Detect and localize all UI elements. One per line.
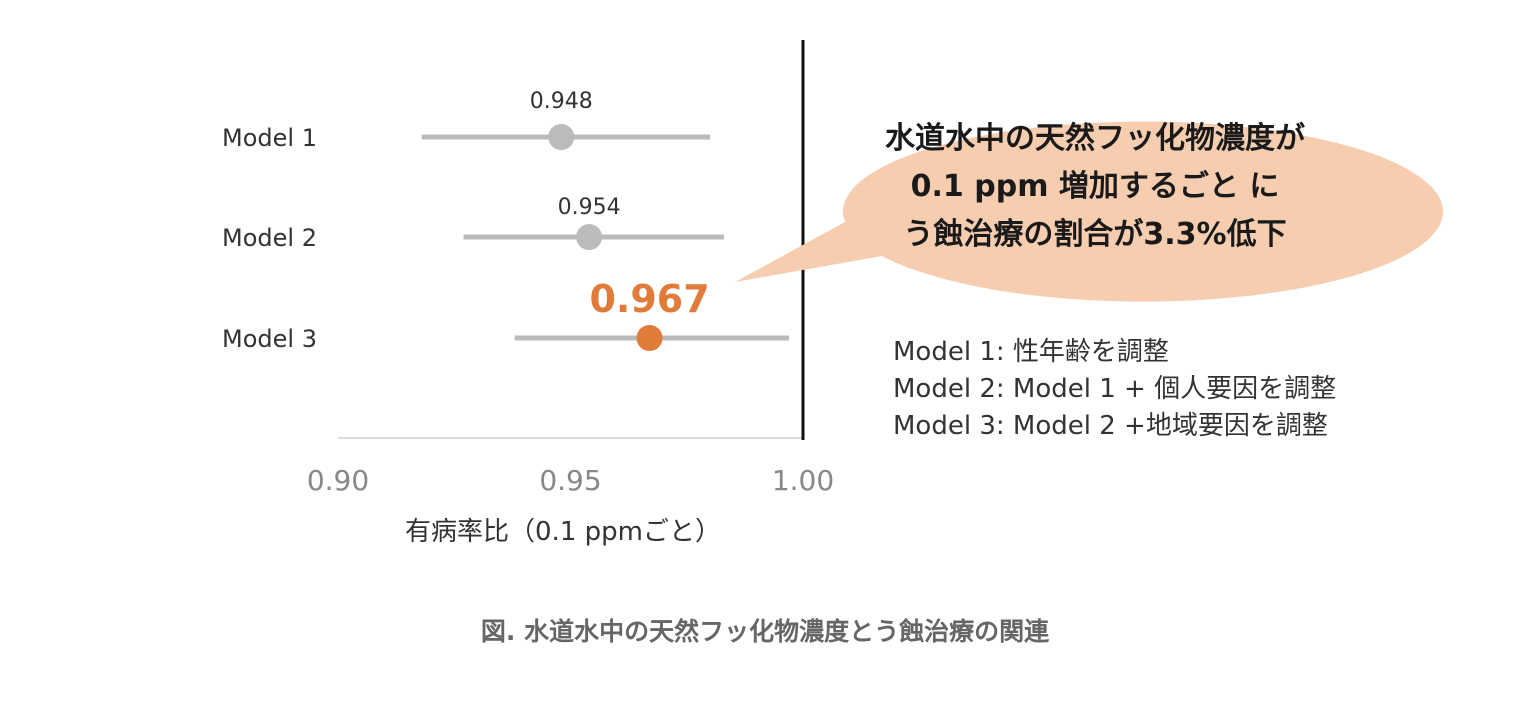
x-tick-label: 0.95 xyxy=(539,464,601,497)
callout: 水道水中の天然フッ化物濃度が 0.1 ppm 増加するごと に う蝕治療の割合が… xyxy=(735,121,1444,302)
estimate-point xyxy=(636,325,663,351)
x-tick-label: 1.00 xyxy=(772,464,834,497)
callout-line-1: 水道水中の天然フッ化物濃度が xyxy=(885,121,1305,156)
model-legend: Model 1: 性年齢を調整 Model 2: Model 1 + 個人要因を… xyxy=(893,337,1336,441)
callout-line-3: う蝕治療の割合が3.3%低下 xyxy=(903,217,1286,252)
x-axis-title: 有病率比（0.1 ppmごと） xyxy=(405,517,721,547)
legend-line-2: Model 2: Model 1 + 個人要因を調整 xyxy=(893,374,1336,404)
model-label: Model 1 xyxy=(222,124,317,152)
estimate-label: 0.948 xyxy=(530,89,593,114)
legend-line-3: Model 3: Model 2 +地域要因を調整 xyxy=(893,411,1328,441)
estimate-point xyxy=(548,124,575,150)
callout-bubble xyxy=(735,121,1444,302)
estimate-point xyxy=(576,224,603,250)
legend-line-1: Model 1: 性年齢を調整 xyxy=(893,337,1169,367)
plot-area: 0.90 0.95 1.00 Model 1 0.948 Model 2 0.954 Mode… xyxy=(222,40,834,497)
estimate-label: 0.967 xyxy=(589,277,709,321)
callout-line-2: 0.1 ppm 増加するごと に xyxy=(911,169,1280,204)
model-label: Model 2 xyxy=(222,224,317,252)
estimate-label: 0.954 xyxy=(558,195,621,220)
x-tick-label: 0.90 xyxy=(307,464,369,497)
model-label: Model 3 xyxy=(222,325,317,353)
figure-caption: 図. 水道水中の天然フッ化物濃度とう蝕治療の関連 xyxy=(481,617,1050,646)
